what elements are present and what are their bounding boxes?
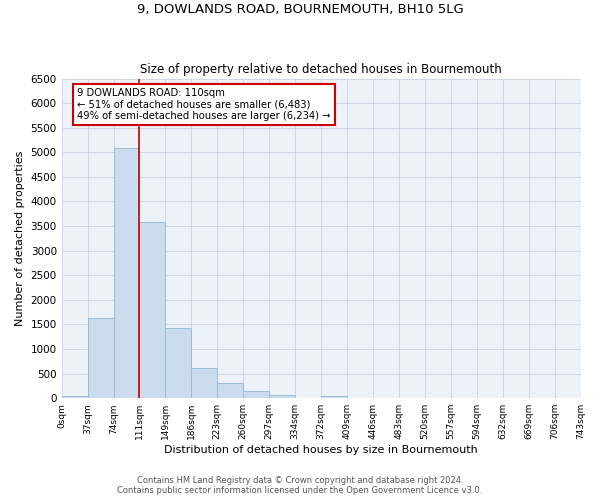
Bar [88, 318, 113, 398]
X-axis label: Distribution of detached houses by size in Bournemouth: Distribution of detached houses by size … [164, 445, 478, 455]
Bar [321, 396, 347, 398]
Y-axis label: Number of detached properties: Number of detached properties [15, 150, 25, 326]
Text: 9, DOWLANDS ROAD, BOURNEMOUTH, BH10 5LG: 9, DOWLANDS ROAD, BOURNEMOUTH, BH10 5LG [137, 2, 463, 16]
Bar [191, 368, 217, 398]
Bar [217, 383, 243, 398]
Bar [166, 328, 191, 398]
Title: Size of property relative to detached houses in Bournemouth: Size of property relative to detached ho… [140, 63, 502, 76]
Bar [62, 396, 88, 398]
Text: 9 DOWLANDS ROAD: 110sqm
← 51% of detached houses are smaller (6,483)
49% of semi: 9 DOWLANDS ROAD: 110sqm ← 51% of detache… [77, 88, 331, 122]
Bar [243, 390, 269, 398]
Bar [269, 395, 295, 398]
Bar [113, 148, 139, 398]
Text: Contains HM Land Registry data © Crown copyright and database right 2024.
Contai: Contains HM Land Registry data © Crown c… [118, 476, 482, 495]
Bar [139, 222, 166, 398]
